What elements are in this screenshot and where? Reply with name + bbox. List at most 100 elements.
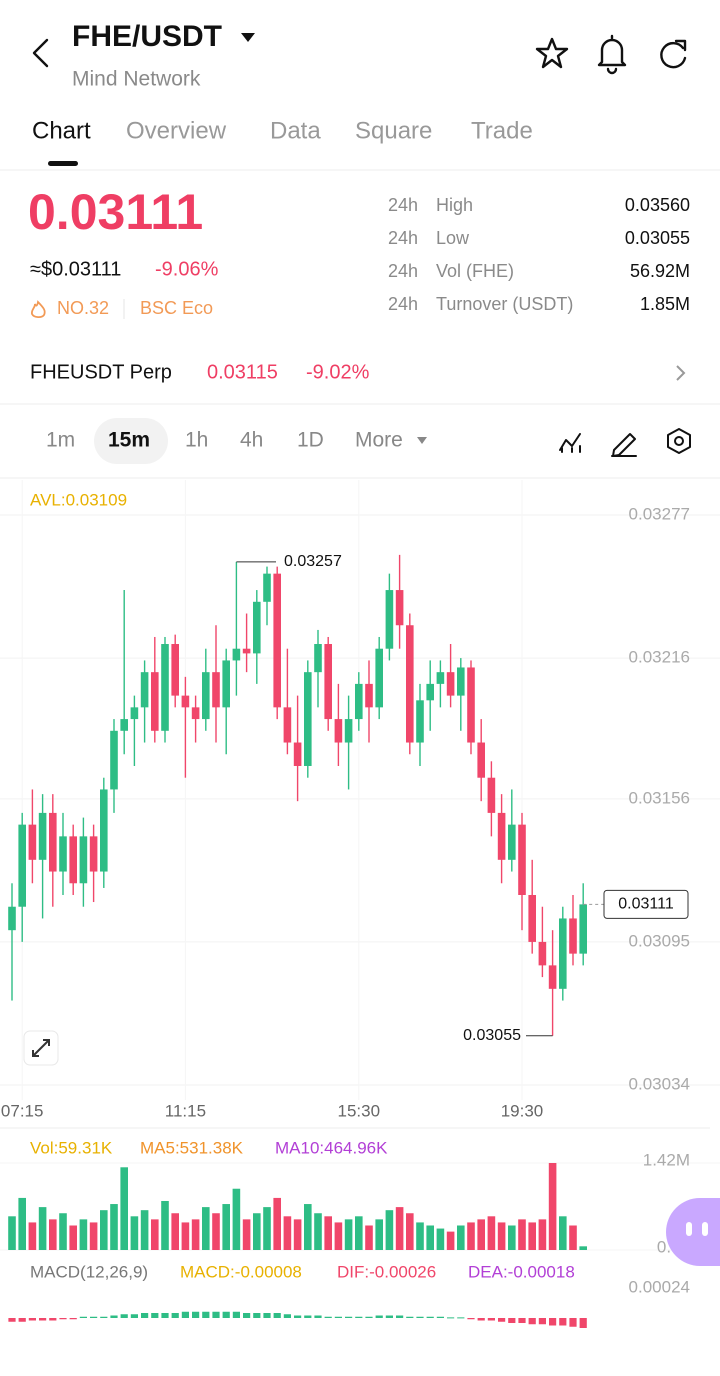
macd-bar xyxy=(345,1316,353,1318)
volume-bar xyxy=(569,1225,577,1250)
volume-bar xyxy=(304,1204,312,1250)
macd-bar xyxy=(396,1315,404,1318)
tab[interactable]: Trade xyxy=(471,117,533,144)
tab[interactable]: Chart xyxy=(32,117,91,144)
candle-body xyxy=(202,672,210,720)
macd-bar xyxy=(467,1318,475,1320)
interval[interactable]: 1m xyxy=(46,429,75,452)
macd-bar xyxy=(549,1318,557,1326)
macd-bar xyxy=(90,1316,98,1318)
macd-chart: MACD(12,26,9) MACD:-0.00008 DIF:-0.00026 DE… xyxy=(8,1262,690,1328)
macd-legend: DIF:-0.00026 xyxy=(337,1262,436,1281)
interval-active-bg xyxy=(94,418,168,464)
candle-body xyxy=(385,590,394,649)
x-tick-label: 07:15 xyxy=(1,1101,44,1120)
macd-bar xyxy=(120,1314,128,1318)
macd-bar xyxy=(59,1318,67,1320)
favorite-icon[interactable] xyxy=(535,37,569,69)
candle-body xyxy=(171,644,179,696)
macd-bar xyxy=(69,1318,77,1320)
volume-bar xyxy=(253,1213,261,1250)
macd-bar xyxy=(355,1316,363,1318)
stat-period: 24h xyxy=(388,195,418,215)
macd-bar xyxy=(171,1313,179,1318)
perp-chevron[interactable] xyxy=(676,365,686,381)
back-button[interactable] xyxy=(32,38,49,68)
tab[interactable]: Data xyxy=(270,117,321,144)
macd-bar xyxy=(508,1318,516,1323)
stat-value: 56.92M xyxy=(630,261,690,281)
interval[interactable]: 4h xyxy=(240,429,263,452)
candle-body xyxy=(100,789,108,872)
interval[interactable]: 1D xyxy=(297,429,324,452)
macd-bar xyxy=(436,1316,444,1318)
macd-legend: MACD:-0.00008 xyxy=(180,1262,302,1281)
stat-value: 0.03560 xyxy=(625,195,690,215)
alert-icon[interactable] xyxy=(597,34,627,75)
y-tick-label: 1.42M xyxy=(643,1150,690,1169)
indicator-icon[interactable] xyxy=(559,433,581,453)
y-tick-label: 0.03156 xyxy=(629,788,690,807)
settings-icon[interactable] xyxy=(667,428,691,454)
perp-name[interactable]: FHEUSDT Perp xyxy=(30,361,172,383)
share-icon[interactable] xyxy=(660,39,687,69)
hot-icon xyxy=(30,300,46,319)
macd-bar xyxy=(79,1316,87,1318)
macd-bar xyxy=(192,1311,200,1318)
volume-bar xyxy=(263,1207,271,1250)
volume-bar xyxy=(375,1219,383,1250)
macd-bar xyxy=(294,1315,302,1318)
avl-label: AVL:0.03109 xyxy=(30,490,127,509)
stat-value: 0.03055 xyxy=(625,228,690,248)
candle-body xyxy=(365,683,373,708)
macd-bar xyxy=(273,1313,281,1318)
volume-bar xyxy=(273,1197,281,1250)
assistant-bubble[interactable] xyxy=(666,1198,720,1266)
macd-bar xyxy=(151,1313,159,1318)
candle-body xyxy=(59,836,67,872)
candle-body xyxy=(161,644,169,731)
y-tick-label: 0.03277 xyxy=(629,504,690,523)
macd-bar xyxy=(579,1318,587,1328)
candle-body xyxy=(344,719,353,743)
macd-bar xyxy=(538,1318,546,1325)
candle-body xyxy=(467,667,475,743)
tab-bar: Chart Overview Data Square Trade xyxy=(32,117,533,144)
interval[interactable]: 15m xyxy=(108,429,150,452)
macd-legend: DEA:-0.00018 xyxy=(468,1262,575,1281)
volume-bar xyxy=(324,1216,332,1250)
interval[interactable]: 1h xyxy=(185,429,208,452)
candle-body xyxy=(242,648,251,654)
volume-bar xyxy=(487,1216,496,1250)
candle-body xyxy=(416,700,424,743)
volume-bar xyxy=(171,1213,179,1250)
y-tick-label: 0.03095 xyxy=(629,931,690,950)
more-dropdown[interactable] xyxy=(417,437,427,444)
stat-period: 24h xyxy=(388,294,418,314)
macd-bar xyxy=(314,1315,322,1318)
macd-bar xyxy=(232,1311,240,1318)
candle-body xyxy=(28,824,37,860)
stat-value: 1.85M xyxy=(640,294,690,314)
pair-title[interactable]: FHE/USDT xyxy=(72,20,222,53)
pair-dropdown[interactable] xyxy=(241,33,255,42)
interval[interactable]: More xyxy=(355,429,403,452)
stat-label: High xyxy=(436,195,473,215)
volume-bar xyxy=(161,1200,169,1250)
volume-bar xyxy=(89,1222,98,1250)
draw-icon[interactable] xyxy=(611,433,637,457)
volume-bar xyxy=(100,1210,108,1250)
assistant-eye xyxy=(686,1222,692,1236)
rank-tag[interactable]: NO.32 xyxy=(57,298,109,318)
perp-change: -9.02% xyxy=(306,361,370,383)
candle-body xyxy=(569,918,577,954)
macd-bar xyxy=(477,1318,485,1321)
eco-tag[interactable]: BSC Eco xyxy=(140,298,213,318)
tab[interactable]: Overview xyxy=(126,117,227,144)
candle-body xyxy=(395,590,404,626)
macd-bar xyxy=(365,1316,373,1318)
volume-bar xyxy=(79,1219,88,1250)
tab[interactable]: Square xyxy=(355,117,432,144)
last-price: 0.03111 xyxy=(28,184,203,240)
